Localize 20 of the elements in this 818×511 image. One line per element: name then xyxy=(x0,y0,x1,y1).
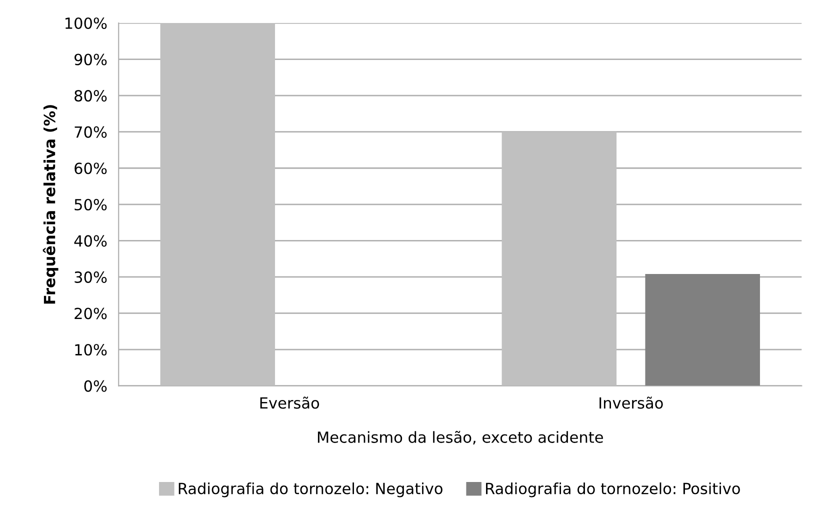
y-tick-label: 100% xyxy=(66,17,107,30)
y-tick-label: 80% xyxy=(74,90,107,102)
y-tick-label: 10% xyxy=(75,344,107,356)
y-tick-label: 40% xyxy=(74,235,107,247)
bar xyxy=(160,22,276,386)
x-tick-label: Inversão xyxy=(600,396,663,409)
y-tick-label: 0% xyxy=(84,380,107,392)
y-tick-label: 20% xyxy=(74,308,107,320)
y-tick-label: 90% xyxy=(74,54,107,66)
y-tick-label: 60% xyxy=(74,162,107,174)
x-tick-label: Eversão xyxy=(260,396,320,409)
y-tick-label: 70% xyxy=(74,126,107,138)
bar xyxy=(502,132,617,386)
x-axis-title: Mecanismo da lesão, exceto acidente xyxy=(318,430,603,445)
bar xyxy=(645,274,760,386)
legend-label: Radiografia do tornozelo: Negativo xyxy=(178,482,442,498)
y-axis-title: Frequência relativa (%) xyxy=(42,105,58,304)
y-tick-label: 50% xyxy=(74,198,107,210)
legend-label: Radiografia do tornozelo: Positivo xyxy=(486,482,740,498)
y-tick-label: 30% xyxy=(74,271,107,283)
